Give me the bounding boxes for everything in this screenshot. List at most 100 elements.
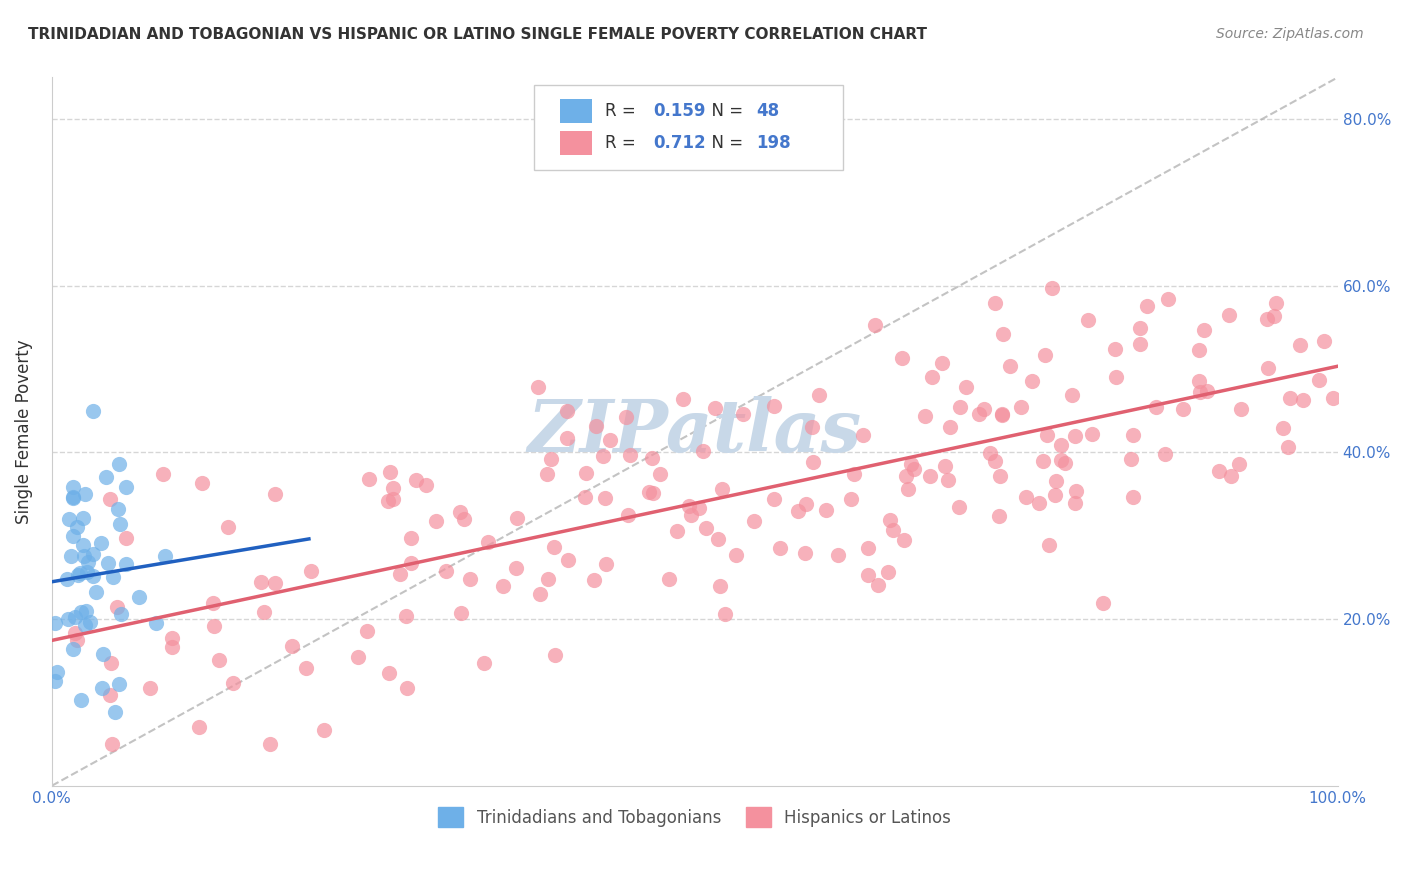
Legend: Trinidadians and Tobagonians, Hispanics or Latinos: Trinidadians and Tobagonians, Hispanics … bbox=[432, 800, 957, 834]
Point bbox=[1035, 427, 1057, 442]
Point bbox=[202, 596, 225, 610]
Point bbox=[381, 491, 404, 506]
Point bbox=[458, 572, 481, 586]
Point bbox=[678, 500, 700, 514]
Point bbox=[377, 494, 399, 508]
Point bbox=[222, 676, 245, 690]
Point bbox=[1308, 374, 1330, 388]
Point bbox=[852, 427, 875, 442]
Point bbox=[90, 536, 112, 550]
Point bbox=[1032, 454, 1054, 468]
FancyBboxPatch shape bbox=[560, 130, 592, 155]
Point bbox=[1322, 391, 1344, 405]
Point bbox=[866, 578, 889, 592]
Point bbox=[160, 640, 183, 655]
Point bbox=[347, 649, 370, 664]
Point bbox=[69, 566, 91, 580]
Point bbox=[449, 505, 471, 519]
Point bbox=[1028, 496, 1050, 510]
Point bbox=[991, 409, 1014, 423]
Text: 0.159: 0.159 bbox=[654, 103, 706, 120]
Point bbox=[801, 455, 824, 469]
Point bbox=[1197, 384, 1219, 399]
Point bbox=[991, 326, 1014, 341]
Point bbox=[893, 533, 915, 548]
Text: TRINIDADIAN AND TOBAGONIAN VS HISPANIC OR LATINO SINGLE FEMALE POVERTY CORRELATI: TRINIDADIAN AND TOBAGONIAN VS HISPANIC O… bbox=[28, 27, 927, 42]
Point bbox=[378, 465, 401, 479]
Point bbox=[450, 607, 472, 621]
Point bbox=[1227, 457, 1250, 471]
Point bbox=[84, 584, 107, 599]
Point bbox=[1050, 453, 1073, 467]
Point bbox=[66, 632, 89, 647]
Point bbox=[62, 642, 84, 657]
Point bbox=[62, 491, 84, 505]
Point bbox=[264, 575, 287, 590]
Point bbox=[707, 532, 730, 546]
Point bbox=[921, 370, 943, 384]
Point bbox=[1188, 385, 1211, 400]
Point bbox=[96, 470, 118, 484]
Point bbox=[593, 491, 616, 506]
Text: N =: N = bbox=[702, 135, 748, 153]
Point bbox=[115, 531, 138, 545]
Point bbox=[91, 681, 114, 695]
Point bbox=[574, 490, 596, 504]
Point bbox=[619, 449, 641, 463]
Point bbox=[1015, 490, 1038, 504]
Point bbox=[44, 616, 66, 631]
Point bbox=[97, 556, 120, 570]
Point bbox=[1104, 343, 1126, 357]
Point bbox=[841, 491, 863, 506]
Point bbox=[1230, 401, 1253, 416]
Point bbox=[931, 356, 953, 370]
Point bbox=[1257, 361, 1279, 376]
Point bbox=[769, 541, 792, 555]
Point bbox=[145, 616, 167, 631]
Point bbox=[973, 402, 995, 417]
Point bbox=[939, 420, 962, 434]
Point bbox=[153, 549, 176, 563]
Point bbox=[382, 481, 405, 495]
Point bbox=[56, 572, 79, 586]
Point bbox=[900, 458, 922, 472]
Point bbox=[101, 737, 124, 751]
Point bbox=[897, 482, 920, 496]
Point bbox=[903, 461, 925, 475]
Point bbox=[295, 660, 318, 674]
Point bbox=[98, 492, 121, 507]
Point bbox=[44, 674, 66, 689]
Point bbox=[979, 446, 1001, 460]
Point bbox=[93, 647, 115, 661]
Point bbox=[703, 401, 725, 415]
Text: R =: R = bbox=[605, 103, 641, 120]
Point bbox=[640, 451, 662, 466]
Point bbox=[1263, 310, 1285, 324]
Point bbox=[98, 688, 121, 702]
Point bbox=[557, 431, 579, 445]
Point bbox=[681, 508, 703, 523]
Point bbox=[1144, 400, 1167, 414]
Text: 48: 48 bbox=[756, 103, 779, 120]
Point bbox=[1188, 375, 1211, 389]
Text: 198: 198 bbox=[756, 135, 792, 153]
Point bbox=[79, 615, 101, 630]
Point bbox=[299, 564, 322, 578]
Point bbox=[991, 407, 1014, 421]
Point bbox=[1313, 334, 1336, 348]
Point bbox=[253, 605, 276, 619]
Point bbox=[914, 409, 936, 423]
Point bbox=[617, 508, 640, 522]
Point bbox=[1264, 295, 1286, 310]
Point bbox=[58, 612, 80, 626]
Point bbox=[434, 564, 457, 578]
Point bbox=[688, 500, 710, 515]
Point bbox=[70, 605, 93, 619]
Point bbox=[638, 484, 661, 499]
Point bbox=[793, 546, 815, 560]
Point bbox=[162, 631, 184, 645]
Point bbox=[1045, 474, 1067, 488]
Point bbox=[77, 555, 100, 569]
FancyBboxPatch shape bbox=[560, 99, 592, 123]
Point bbox=[711, 483, 734, 497]
